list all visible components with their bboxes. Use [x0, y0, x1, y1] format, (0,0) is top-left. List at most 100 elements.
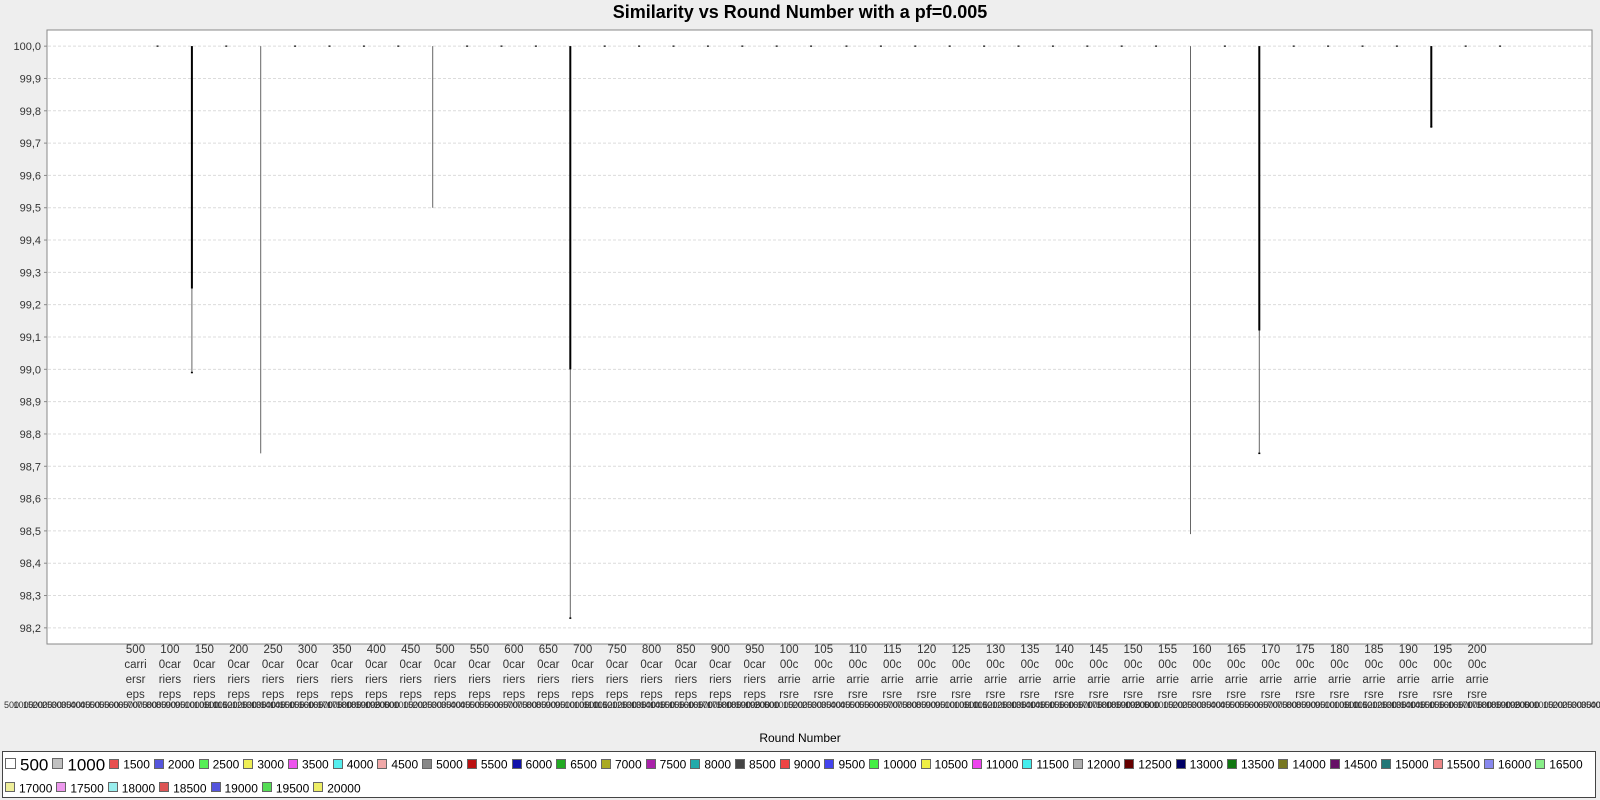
x-overlap-label: 4500	[460, 700, 480, 710]
x-overlap-label: 13000	[622, 700, 647, 710]
x-overlap-label: 17500	[327, 700, 352, 710]
x-overlap-label: 18500	[1106, 700, 1131, 710]
x-overlap-label: 3000	[52, 700, 72, 710]
legend-swatch	[5, 782, 15, 793]
x-tick-label: 500 carri ersr eps	[124, 644, 146, 701]
x-overlap-label: 3000	[432, 700, 452, 710]
x-overlap-label: 10000	[1325, 700, 1350, 710]
x-overlap-label: 5500	[859, 700, 879, 710]
legend-item: 1500	[109, 753, 150, 776]
legend-swatch	[466, 758, 477, 769]
x-tick-label: 145 00c arrie rsre	[1087, 644, 1110, 701]
legend-item: 14000	[1278, 753, 1326, 776]
x-tick-label: 650 0car riers reps	[537, 644, 560, 701]
x-overlap-label: 1500	[783, 700, 803, 710]
legend-item: 15500	[1432, 753, 1480, 776]
legend-label: 1000	[67, 755, 106, 775]
y-tick-label: 98,4	[20, 558, 41, 570]
x-overlap-label: 7000	[1268, 700, 1288, 710]
legend-item: 5000	[422, 753, 463, 776]
x-tick-label: 250 0car riers reps	[262, 644, 285, 701]
x-overlap-label: 12500	[1372, 700, 1397, 710]
x-overlap-label: 12500	[612, 700, 637, 710]
x-overlap-label: 4000	[1211, 700, 1231, 710]
legend-label: 4500	[391, 757, 419, 772]
legend-item: 3000	[243, 753, 284, 776]
legend-item: 10500	[920, 753, 968, 776]
x-overlap-label: 9500	[1315, 700, 1335, 710]
x-overlap-label: 3500	[821, 700, 841, 710]
legend-swatch	[109, 758, 120, 769]
x-overlap-label: 5000	[470, 700, 490, 710]
x-tick-label: 550 0car riers reps	[468, 644, 491, 701]
legend-swatch	[313, 782, 324, 793]
x-overlap-label: 4000	[71, 700, 91, 710]
legend-item: 19500	[261, 777, 309, 800]
legend-swatch	[153, 758, 164, 769]
x-tick-label: 900 0car riers reps	[709, 644, 732, 701]
legend-item: 4000	[332, 753, 373, 776]
x-overlap-label: 12500	[232, 700, 257, 710]
legend-item: 12500	[1124, 753, 1172, 776]
x-overlap-label: 2500	[802, 700, 822, 710]
legend-swatch	[1072, 758, 1083, 769]
x-overlap-label: 1000	[394, 700, 414, 710]
x-tick-label: 850 0car riers reps	[675, 644, 698, 701]
y-tick-label: 98,7	[20, 461, 41, 473]
x-tick-label: 950 0car riers reps	[744, 644, 767, 701]
legend-label: 10000	[883, 757, 917, 772]
legend-label: 14000	[1292, 757, 1326, 772]
legend-item: 20000	[313, 777, 361, 800]
y-tick-label: 100,0	[13, 41, 41, 53]
legend-item: 7500	[645, 753, 686, 776]
legend-item: 8000	[690, 753, 731, 776]
legend-swatch	[556, 758, 567, 769]
box-plot-12	[569, 46, 572, 619]
y-tick-label: 99,5	[20, 203, 41, 215]
x-overlap-label: 15500	[669, 700, 694, 710]
x-overlap-label: 2500	[1562, 700, 1582, 710]
x-overlap-label: 8500	[1296, 700, 1316, 710]
x-overlap-label: 17000	[698, 700, 723, 710]
legend-swatch	[824, 758, 835, 769]
legend-swatch	[1432, 758, 1443, 769]
x-overlap-label: 3500	[441, 700, 461, 710]
legend-label: 17000	[19, 780, 53, 795]
legend-label: 11500	[1036, 757, 1069, 772]
legend-item: 9000	[779, 753, 820, 776]
legend-item: 11000	[971, 753, 1018, 776]
x-tick-label: 125 00c arrie rsre	[950, 644, 973, 701]
x-overlap-label: 4500	[1220, 700, 1240, 710]
x-tick-label: 700 0car riers reps	[572, 644, 595, 701]
x-overlap-label: 8000	[527, 700, 547, 710]
x-overlap-label: 16000	[1059, 700, 1084, 710]
y-tick-label: 99,3	[20, 267, 41, 279]
x-overlap-label: 2000	[1553, 700, 1573, 710]
x-overlap-label: 1000	[14, 700, 34, 710]
x-overlap-label: 6000	[489, 700, 509, 710]
x-overlap-label: 8000	[907, 700, 927, 710]
x-overlap-label: 14500	[270, 700, 295, 710]
x-overlap-label: 5500	[99, 700, 119, 710]
x-overlap-label: 19500	[1505, 700, 1530, 710]
x-overlap-label: 15500	[1429, 700, 1454, 710]
legend-swatch	[52, 758, 64, 770]
x-overlap-label: 4500	[840, 700, 860, 710]
x-tick-label: 350 0car riers reps	[331, 644, 354, 701]
legend-swatch	[1227, 758, 1237, 769]
x-overlap-label: 5500	[479, 700, 499, 710]
y-tick-label: 99,8	[20, 106, 41, 118]
y-tick-label: 99,4	[20, 235, 41, 247]
legend-label: 8500	[749, 757, 776, 772]
x-overlap-label: 12000	[1363, 700, 1388, 710]
x-overlap-label: 500	[384, 700, 399, 710]
x-overlap-label: 7500	[897, 700, 917, 710]
legend-swatch	[735, 758, 746, 769]
x-overlap-label: 6000	[109, 700, 129, 710]
x-overlap-label: 13000	[1382, 700, 1407, 710]
x-overlap-label: 9000	[166, 700, 186, 710]
legend-label: 5500	[480, 757, 508, 772]
x-overlap-label: 18000	[717, 700, 742, 710]
legend-swatch	[690, 758, 701, 769]
x-overlap-label: 6500	[118, 700, 138, 710]
